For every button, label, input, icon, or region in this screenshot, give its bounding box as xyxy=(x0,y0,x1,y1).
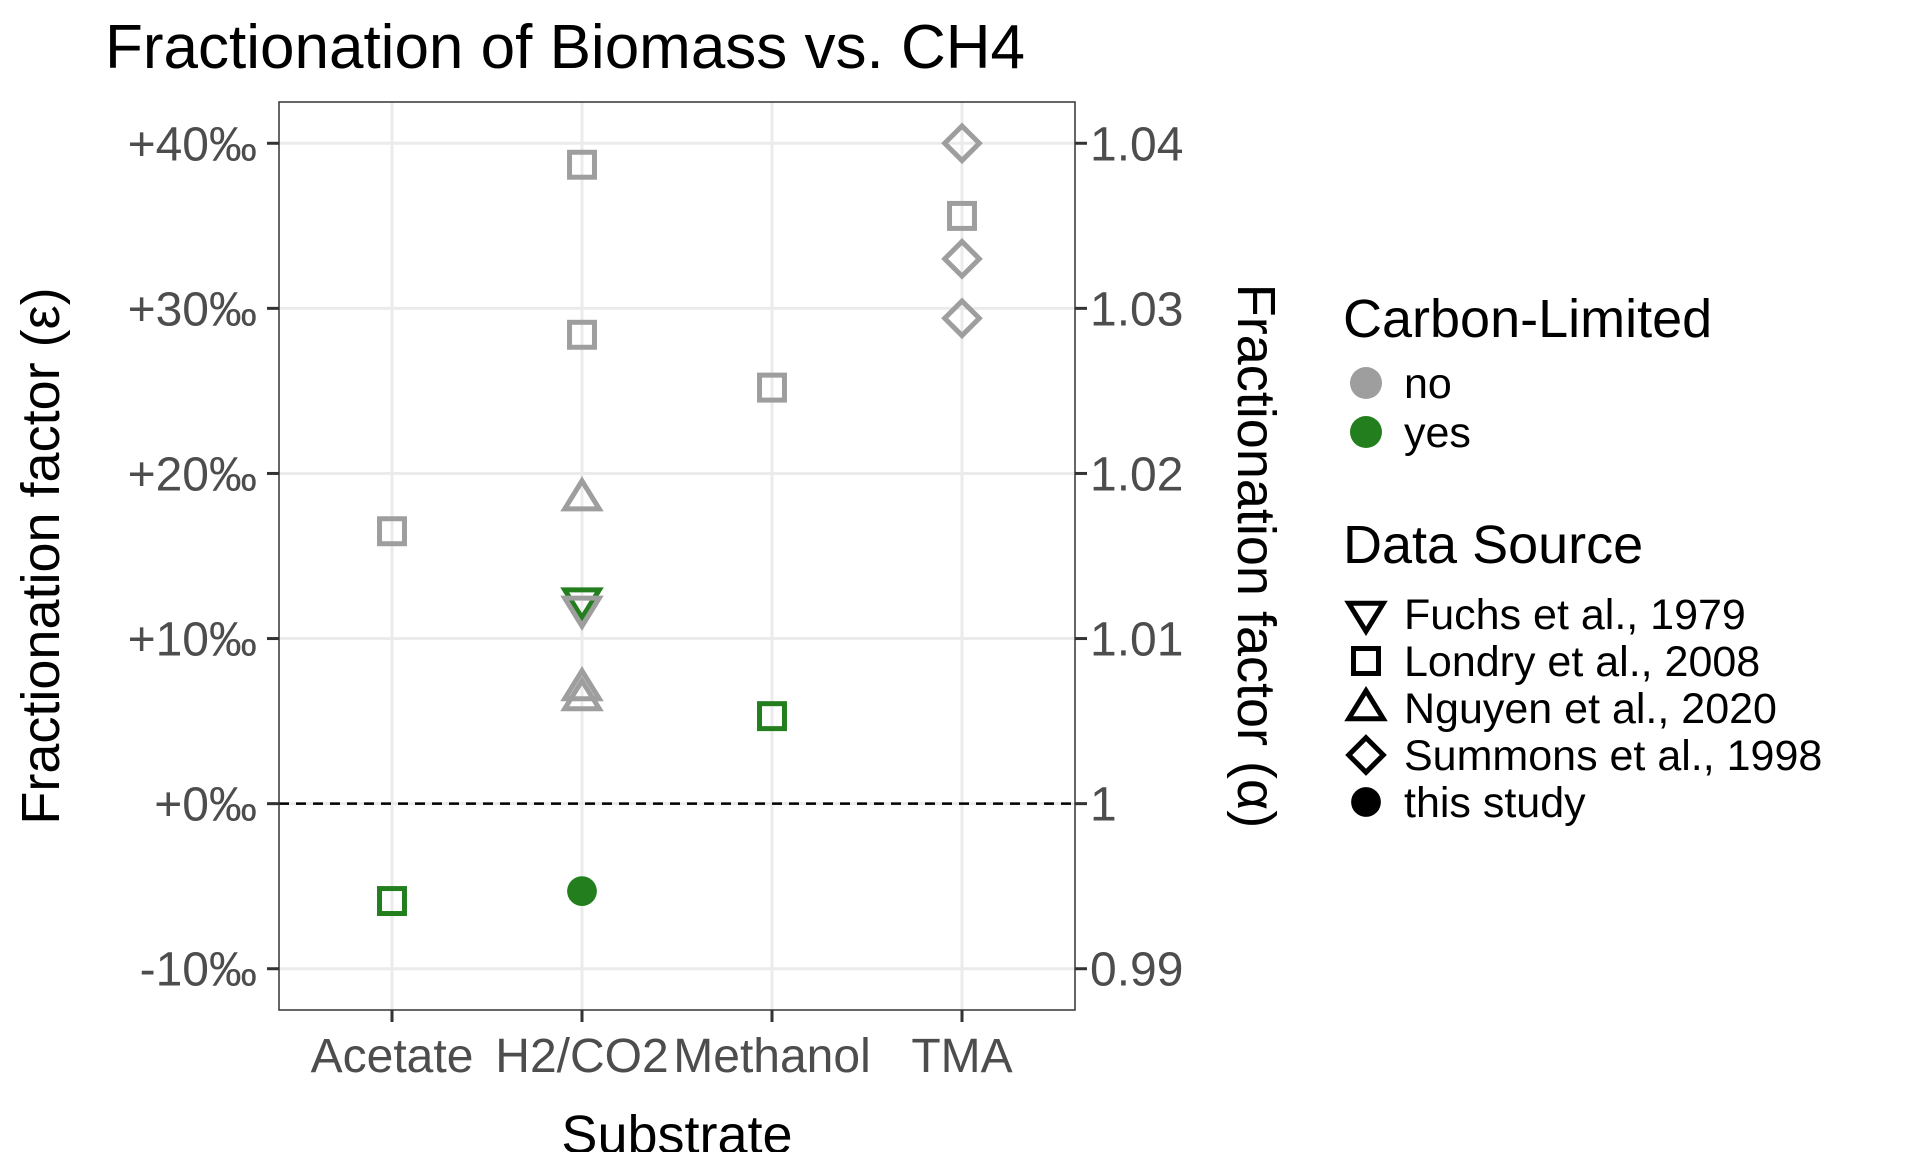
legend-shape-summons-et-al-1998 xyxy=(1345,734,1387,776)
data-point-h2-co2-fuchs-et-al-1979 xyxy=(560,587,604,623)
data-point-acetate-londry-et-al-2008 xyxy=(377,516,407,547)
y-axis-title-left: Fractionation factor (ε) xyxy=(11,287,71,824)
data-point-h2-co2-londry-et-al-2008 xyxy=(567,149,597,180)
data-point-h2-co2-fuchs-et-al-1979 xyxy=(560,595,604,631)
plot-panel-border xyxy=(278,101,1076,1011)
legend-shape-fuchs-et-al-1979 xyxy=(1344,600,1388,637)
y-axis-title-right: Fractionation factor (α) xyxy=(1226,284,1286,828)
data-point-tma-summons-et-al-1998 xyxy=(941,122,983,165)
data-points xyxy=(377,122,983,917)
legend-title-carbon-limited: Carbon-Limited xyxy=(1343,289,1712,349)
data-point-methanol-londry-et-al-2008 xyxy=(757,701,787,732)
y-tick-label-left: +10‰ xyxy=(128,614,257,667)
legend-label-nguyen-et-al-2020: Nguyen et al., 2020 xyxy=(1404,685,1777,733)
x-tick-label-h2-co2: H2/CO2 xyxy=(495,1030,668,1083)
data-point-h2-co2-nguyen-et-al-2020 xyxy=(560,675,604,712)
y-axis-right: 1.04 1.03 1.02 1.01 1 0.99 xyxy=(1075,118,1183,997)
data-point-acetate-londry-et-al-2008 xyxy=(377,886,407,917)
x-axis-title: Substrate xyxy=(561,1105,792,1152)
y-tick-label-right: 1.01 xyxy=(1090,614,1183,667)
y-tick-label-right: 1 xyxy=(1090,779,1117,832)
legend-shape-this-study xyxy=(1351,787,1381,817)
legend-swatch-no xyxy=(1350,367,1382,399)
legend-title-data-source: Data Source xyxy=(1343,515,1643,575)
grid xyxy=(279,102,1075,1010)
y-tick-label-right: 1.04 xyxy=(1090,118,1183,171)
legend-label-this-study: this study xyxy=(1404,779,1586,827)
y-tick-label-left: +30‰ xyxy=(128,283,257,336)
y-tick-label-left: -10‰ xyxy=(140,944,257,997)
data-point-tma-londry-et-al-2008 xyxy=(947,200,977,231)
y-tick-label-left: +20‰ xyxy=(128,448,257,501)
data-point-h2-co2-this-study xyxy=(567,876,597,907)
legend-swatch-yes xyxy=(1350,416,1382,448)
x-tick-label-acetate: Acetate xyxy=(311,1030,474,1083)
legend-shape-londry-et-al-2008 xyxy=(1351,646,1381,676)
data-point-h2-co2-londry-et-al-2008 xyxy=(567,319,597,350)
legend-label-fuchs-et-al-1979: Fuchs et al., 1979 xyxy=(1404,591,1746,639)
data-point-tma-summons-et-al-1998 xyxy=(941,238,983,280)
x-tick-label-tma: TMA xyxy=(911,1030,1012,1083)
y-axis-left: +40‰ +30‰ +20‰ +10‰ +0‰ -10‰ xyxy=(128,118,279,997)
legend-label-londry-et-al-2008: Londry et al., 2008 xyxy=(1404,638,1760,686)
data-point-h2-co2-nguyen-et-al-2020 xyxy=(560,476,604,512)
legend-shape-nguyen-et-al-2020 xyxy=(1344,685,1388,722)
data-point-h2-co2-nguyen-et-al-2020 xyxy=(560,666,604,702)
data-point-tma-summons-et-al-1998 xyxy=(941,297,983,340)
y-tick-label-right: 1.02 xyxy=(1090,448,1183,501)
y-tick-label-left: +0‰ xyxy=(154,779,257,832)
chart-title: Fractionation of Biomass vs. CH4 xyxy=(105,13,1025,82)
y-tick-label-left: +40‰ xyxy=(128,118,257,171)
y-tick-label-right: 1.03 xyxy=(1090,283,1183,336)
legend-label-no: no xyxy=(1404,360,1452,408)
y-tick-label-right: 0.99 xyxy=(1090,944,1183,997)
data-point-methanol-londry-et-al-2008 xyxy=(757,372,787,403)
legend-label-summons-et-al-1998: Summons et al., 1998 xyxy=(1404,732,1822,780)
x-axis: Acetate H2/CO2 Methanol TMA xyxy=(311,1010,1013,1083)
x-tick-label-methanol: Methanol xyxy=(673,1030,870,1083)
legend-label-yes: yes xyxy=(1404,409,1471,457)
